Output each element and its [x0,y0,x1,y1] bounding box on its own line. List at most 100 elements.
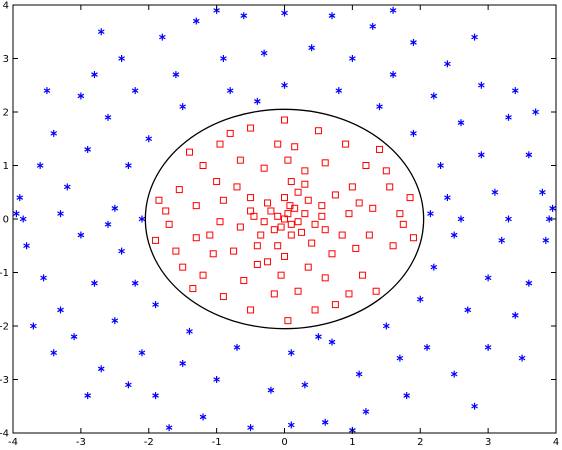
data-point-asterisk [484,343,492,351]
data-point-asterisk [532,108,539,116]
data-point-square [179,263,187,271]
x-tick-label: -4 [8,437,18,448]
data-point-square [287,231,295,239]
y-tick-label: 4 [3,1,9,12]
data-point-square [260,218,268,226]
data-point-square [386,183,394,191]
x-tick-label: 2 [417,437,423,448]
data-point-asterisk [57,306,64,314]
data-point-square [376,145,384,153]
data-point-asterisk [118,55,125,62]
data-point-asterisk [457,215,465,223]
data-point-asterisk [36,162,44,169]
data-point-asterisk [471,402,478,410]
data-point-asterisk [16,194,24,202]
data-point-square [270,290,278,298]
data-point-square [382,167,390,175]
data-point-square [209,250,217,258]
y-tick-label: 3 [3,54,9,65]
y-tick-label: 0 [3,215,9,226]
data-point-asterisk [416,295,424,303]
data-point-asterisk [84,392,91,400]
data-point-square [240,277,248,285]
data-point-asterisk [125,162,132,169]
data-point-square [389,242,397,250]
data-point-square [318,212,326,220]
x-tick-label: -1 [212,437,222,448]
data-point-asterisk [165,424,173,432]
data-point-asterisk [518,354,526,362]
data-point-asterisk [484,274,492,282]
data-point-asterisk [505,113,512,121]
data-point-asterisk [172,71,180,79]
data-point-square [281,194,288,202]
data-point-asterisk [84,145,91,153]
data-point-square [219,293,227,301]
data-point-asterisk [104,113,112,121]
data-point-square [331,301,339,309]
data-point-asterisk [423,343,431,351]
y-tick-label: -3 [0,375,9,386]
data-point-square [284,210,292,218]
x-tick-label: 4 [553,437,559,448]
data-point-square [372,287,380,295]
data-point-asterisk [111,204,119,212]
data-point-asterisk [545,215,553,223]
data-point-asterisk [19,215,27,223]
data-point-asterisk [328,12,336,20]
data-point-asterisk [450,231,458,239]
data-point-asterisk [287,349,295,357]
data-point-square [192,234,200,242]
data-point-asterisk [444,194,451,202]
data-point-square [297,228,305,236]
data-point-asterisk [444,60,451,68]
data-point-square [274,242,282,250]
data-points-layer [13,6,556,434]
data-point-square [213,178,221,186]
data-point-square [162,207,170,215]
data-point-asterisk [478,151,485,159]
data-point-square [286,202,294,210]
data-point-square [216,218,224,226]
data-point-asterisk [321,418,329,426]
data-point-asterisk [199,413,207,421]
data-point-asterisk [410,38,417,46]
data-point-square [185,148,193,156]
data-point-square [233,183,241,191]
data-point-square [216,140,224,148]
data-point-asterisk [226,87,234,95]
data-point-square [399,220,407,228]
data-point-asterisk [267,386,275,394]
data-point-square [152,236,160,244]
data-point-square [345,210,353,218]
data-point-asterisk [511,311,519,319]
data-point-asterisk [97,28,105,36]
data-point-asterisk [491,188,499,196]
data-point-square [155,196,163,204]
data-point-square [219,196,227,204]
data-point-square [226,129,234,137]
data-point-square [301,210,309,218]
data-point-square [277,271,285,279]
data-point-asterisk [430,92,438,100]
data-point-asterisk [396,354,404,362]
data-point-square [247,124,255,132]
data-point-square [253,242,261,250]
data-point-square [348,183,356,191]
data-point-asterisk [213,376,220,383]
data-point-square [281,116,288,124]
data-point-asterisk [50,349,58,357]
data-point-square [206,231,214,239]
y-tick-label: -4 [0,429,9,440]
data-point-asterisk [247,424,254,432]
data-point-asterisk [179,359,187,367]
data-point-square [321,159,329,167]
decision-boundary-layer [144,108,425,330]
data-point-asterisk [382,322,390,330]
data-point-square [291,143,299,151]
data-point-asterisk [430,263,438,271]
data-point-square [308,239,316,247]
data-point-asterisk [186,327,193,335]
data-point-asterisk [389,6,397,14]
